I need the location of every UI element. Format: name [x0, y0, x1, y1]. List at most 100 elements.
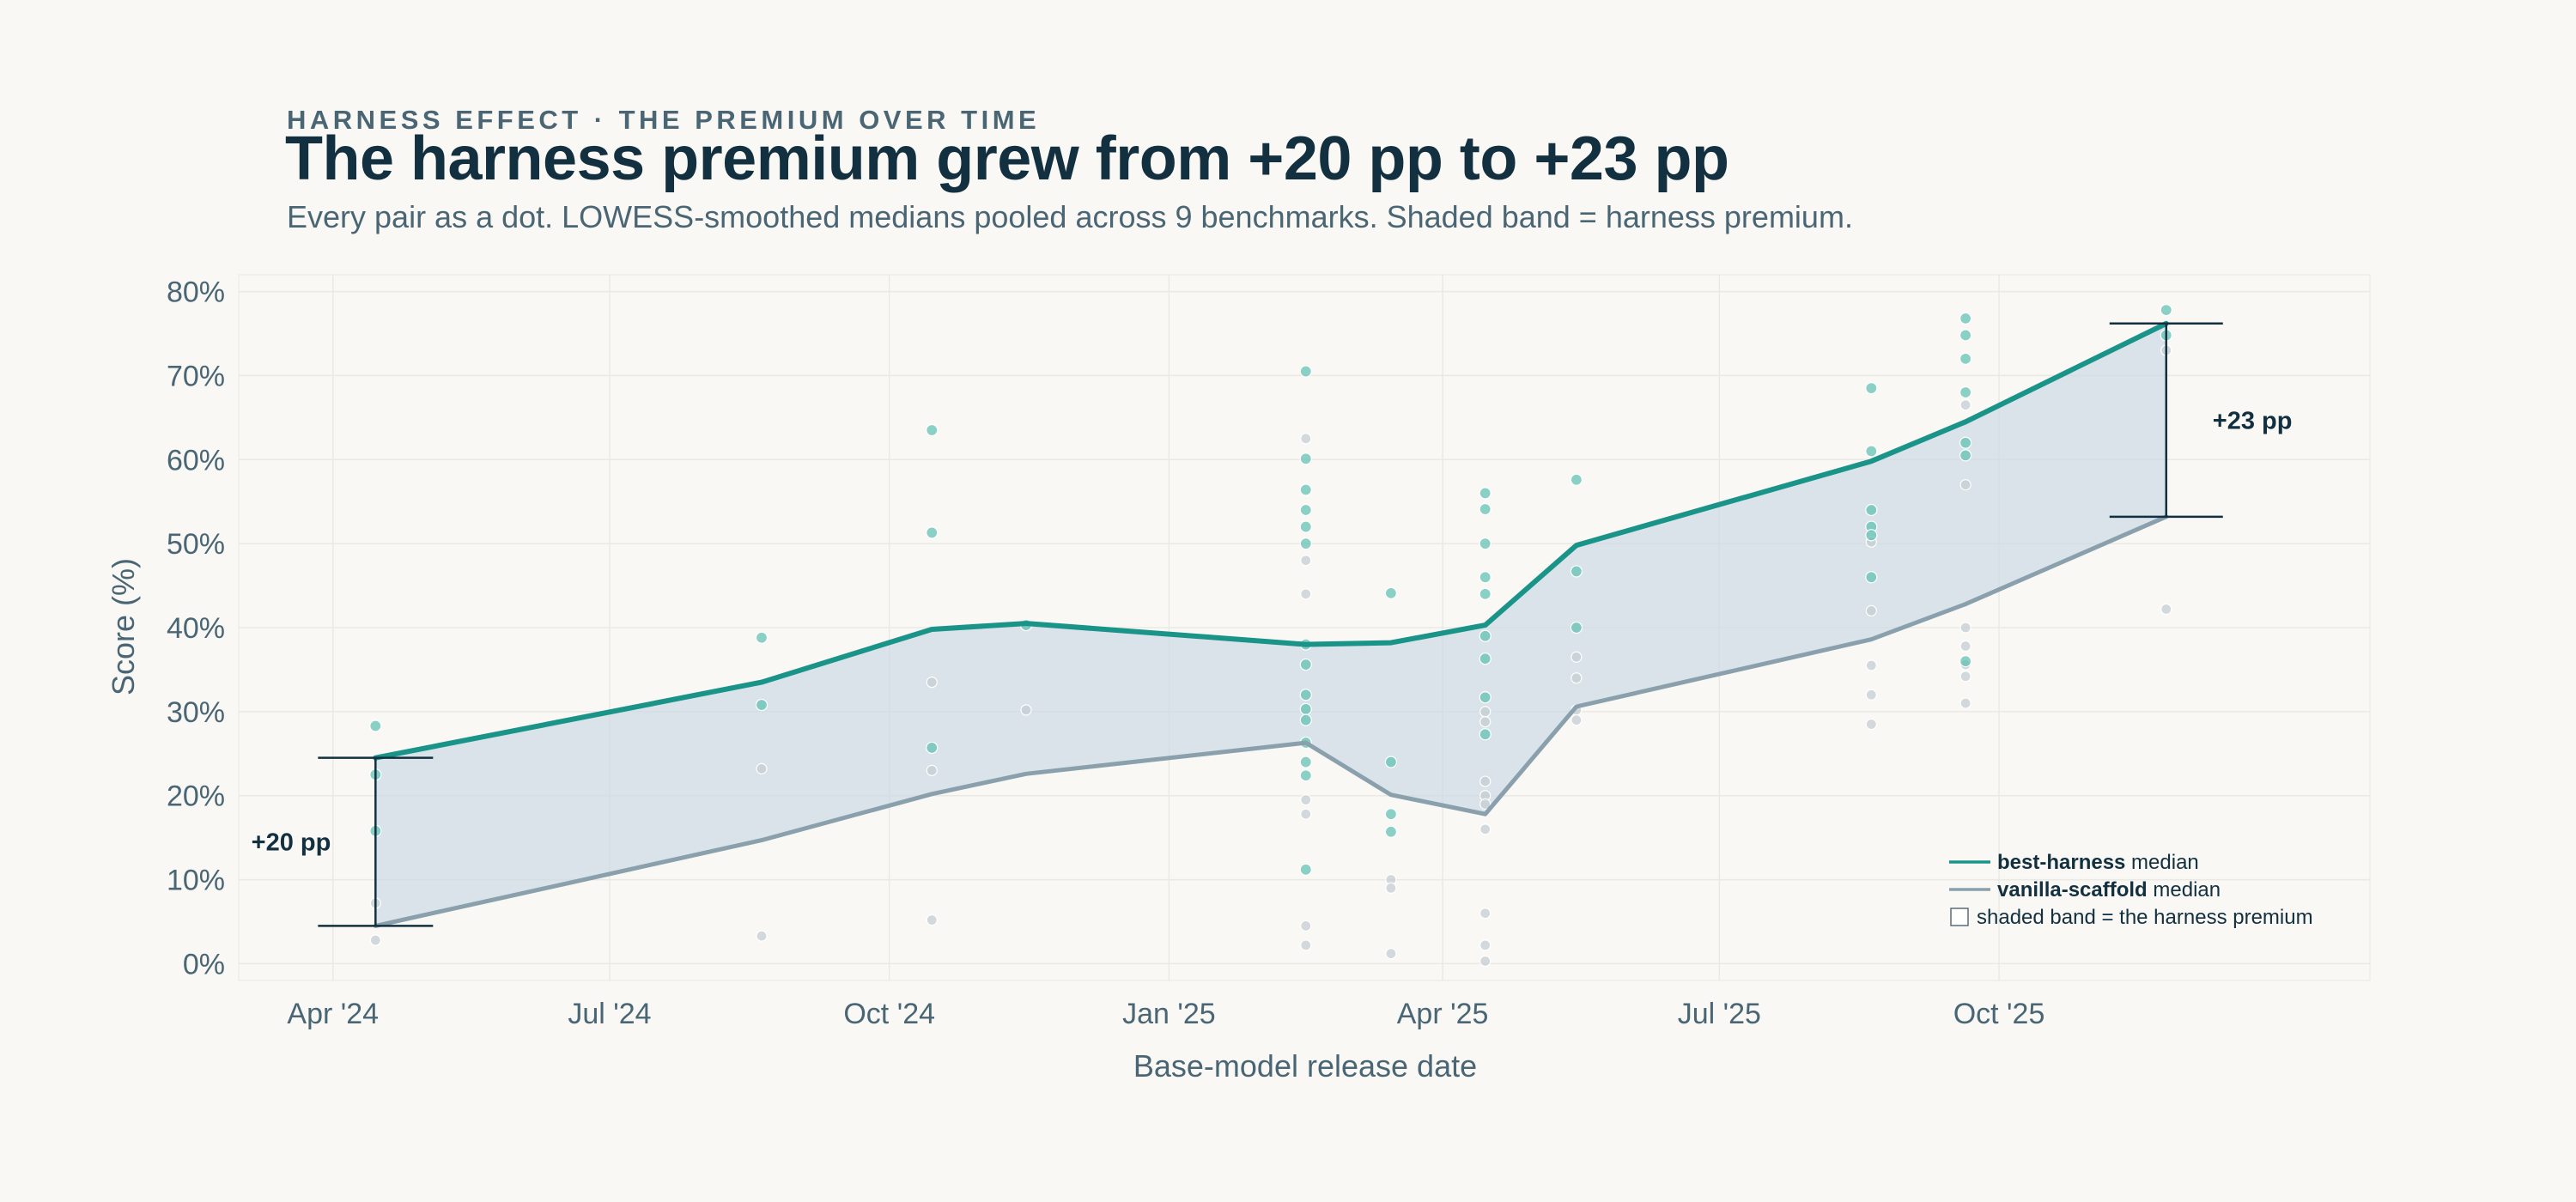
vanilla-dot-19: [1479, 715, 1492, 728]
vanilla-dot-42: [1959, 697, 1971, 709]
vanilla-dot-14: [1300, 939, 1312, 951]
x-tick-label-5: Jul '25: [1678, 998, 1761, 1030]
legend-swatch-2: [1950, 908, 1969, 926]
harness-dot-13: [1299, 520, 1312, 533]
harness-dot-25: [1384, 756, 1398, 768]
vanilla-dot-41: [1959, 671, 1971, 683]
legend-label-bold-0: best-harness: [1997, 851, 2125, 874]
legend-label-2: shaded band = the harness premium: [1977, 906, 2313, 929]
legend-label-bold-1: vanilla-scaffold: [1997, 878, 2148, 902]
harness-dot-53: [2160, 304, 2172, 317]
vanilla-dot-35: [1865, 718, 1877, 731]
harness-dot-48: [1959, 352, 1972, 365]
y-tick-label-1: 10%: [167, 865, 225, 897]
harness-dot-4: [755, 698, 769, 712]
vanilla-dot-30: [1571, 714, 1583, 726]
legend-label-text-2: shaded band = the harness premium: [1977, 906, 2313, 929]
vanilla-dot-8: [1300, 433, 1312, 445]
vanilla-dot-17: [1385, 948, 1397, 960]
harness-dot-38: [1570, 565, 1583, 578]
vanilla-dot-24: [1479, 908, 1492, 920]
x-tick-label-1: Jul '24: [568, 998, 651, 1030]
vanilla-dot-44: [2160, 603, 2172, 616]
kicker-right: THE PREMIUM OVER TIME: [618, 105, 1041, 135]
harness-dot-23: [1299, 863, 1312, 876]
x-tick-label-0: Apr '24: [287, 998, 379, 1030]
vanilla-dot-22: [1479, 798, 1492, 810]
harness-dot-32: [1479, 587, 1492, 600]
harness-dot-42: [1865, 503, 1878, 517]
harness-dot-34: [1479, 653, 1492, 665]
legend-label-text-0: median: [2125, 851, 2198, 874]
legend-label-text-1: median: [2148, 878, 2221, 902]
legend-label-0: best-harness median: [1997, 851, 2199, 874]
vanilla-dot-18: [1479, 706, 1492, 718]
vanilla-dot-26: [1479, 955, 1492, 968]
vanilla-dots: [369, 344, 2172, 968]
harness-dot-9: [1299, 365, 1312, 378]
vanilla-dot-25: [1479, 939, 1492, 951]
vanilla-dot-1: [369, 934, 381, 946]
harness-dot-46: [1959, 312, 1972, 325]
harness-dots: [369, 304, 2172, 876]
chart-kicker: HARNESS EFFECT · THE PREMIUM OVER TIME: [287, 105, 1040, 136]
harness-dot-21: [1299, 756, 1312, 768]
harness-dot-17: [1299, 689, 1312, 701]
harness-dot-24: [1384, 586, 1398, 599]
y-axis-title: Score (%): [106, 558, 141, 695]
harness-dot-6: [926, 526, 939, 539]
vanilla-median-line: [373, 514, 2169, 928]
vanilla-dot-10: [1300, 588, 1312, 600]
chart-title: The harness premium grew from +20 pp to …: [285, 124, 1729, 193]
harness-dot-3: [755, 631, 769, 644]
gap-annotations: +20 pp +23 pp: [252, 322, 2293, 927]
y-tick-label-3: 30%: [167, 696, 225, 729]
x-axis-title: Base-model release date: [1133, 1048, 1477, 1084]
harness-dot-39: [1570, 621, 1583, 634]
vanilla-dot-5: [926, 764, 938, 776]
vanilla-dot-9: [1300, 555, 1312, 567]
legend-label-1: vanilla-scaffold median: [1997, 878, 2221, 902]
vanilla-dot-32: [1865, 604, 1877, 617]
harness-dot-11: [1299, 483, 1312, 496]
harness-dot-47: [1959, 329, 1972, 342]
harness-dot-26: [1384, 808, 1398, 821]
harness-dot-22: [1299, 769, 1312, 782]
vanilla-dot-20: [1479, 775, 1492, 787]
gap-label-0: +20 pp: [252, 829, 331, 857]
x-tick-label-4: Apr '25: [1397, 998, 1489, 1030]
harness-dot-19: [1299, 713, 1312, 726]
harness-dot-44: [1865, 529, 1878, 542]
harness-dot-28: [1479, 487, 1492, 500]
y-tick-label-4: 40%: [167, 612, 225, 645]
vanilla-dot-4: [926, 677, 938, 689]
harness-dot-14: [1299, 537, 1312, 550]
harness-dot-31: [1479, 571, 1492, 584]
harness-dot-40: [1865, 382, 1878, 395]
kicker-separator: ·: [593, 105, 607, 135]
vanilla-dot-16: [1385, 882, 1397, 894]
x-axis-ticks: Apr '24 Jul '24 Oct '24 Jan '25 Apr '25 Jul '…: [287, 998, 2044, 1030]
gap-label-1: +23 pp: [2213, 407, 2293, 434]
y-tick-label-7: 70%: [167, 360, 225, 392]
vanilla-dot-28: [1571, 672, 1583, 684]
premium-band: [375, 323, 2166, 926]
harness-dot-16: [1299, 658, 1312, 671]
harness-dot-49: [1959, 385, 1972, 399]
harness-dot-45: [1865, 571, 1878, 584]
vanilla-dot-27: [1571, 651, 1583, 663]
y-tick-label-5: 50%: [167, 528, 225, 561]
harness-dot-52: [1959, 655, 1972, 668]
vanilla-dot-3: [756, 930, 768, 942]
y-axis-ticks: 0% 10% 20% 30% 40% 50% 60% 70% 80%: [167, 276, 225, 981]
vanilla-dot-6: [926, 914, 938, 926]
vanilla-dot-12: [1300, 808, 1312, 820]
harness-dot-7: [926, 741, 939, 755]
harness-dot-5: [926, 423, 939, 437]
y-tick-label-0: 0%: [183, 948, 225, 980]
x-tick-label-3: Jan '25: [1122, 998, 1216, 1030]
harness-dot-29: [1479, 502, 1492, 516]
vanilla-dot-38: [1959, 622, 1971, 634]
